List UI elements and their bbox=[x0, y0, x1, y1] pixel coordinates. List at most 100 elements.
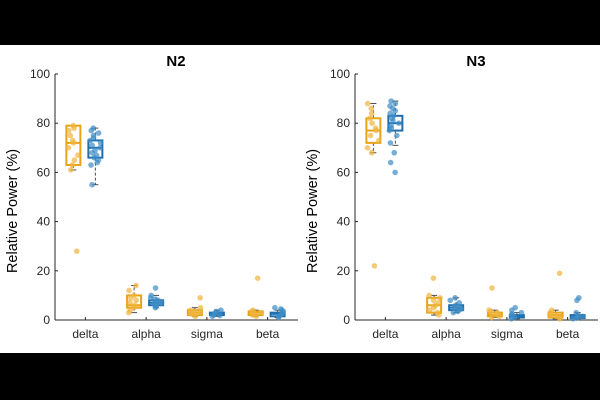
data-point bbox=[489, 285, 495, 291]
data-point bbox=[392, 100, 399, 107]
panel-n3: N3 Relative Power (%) 0 20 40 60 80 100 delta a… bbox=[305, 53, 598, 341]
data-point bbox=[364, 100, 371, 107]
data-point bbox=[450, 309, 457, 316]
data-point bbox=[556, 270, 563, 277]
data-point bbox=[570, 315, 576, 322]
data-point bbox=[574, 297, 580, 304]
data-point bbox=[488, 314, 495, 321]
box-group bbox=[547, 270, 564, 322]
data-point bbox=[508, 315, 515, 322]
box-group bbox=[508, 304, 525, 322]
data-point bbox=[71, 157, 78, 163]
box-group bbox=[426, 275, 443, 318]
panel-n2: N2 Relative Power (%) 0 20 40 60 80 100 delta a… bbox=[5, 53, 298, 341]
data-point bbox=[392, 169, 398, 176]
data-point bbox=[128, 295, 134, 301]
data-point bbox=[127, 299, 133, 306]
data-point bbox=[218, 307, 224, 313]
data-point bbox=[65, 127, 72, 134]
box-group bbox=[486, 285, 503, 321]
data-point bbox=[368, 105, 375, 112]
chart-title: N2 bbox=[166, 53, 185, 70]
data-point bbox=[133, 282, 139, 289]
data-point bbox=[152, 304, 159, 311]
y-tick-label: 100 bbox=[30, 67, 50, 81]
data-point bbox=[197, 309, 204, 316]
data-point bbox=[437, 295, 443, 301]
data-point bbox=[253, 313, 259, 320]
data-point bbox=[88, 162, 94, 168]
box-group bbox=[269, 304, 287, 321]
figure-svg: N2 Relative Power (%) 0 20 40 60 80 100 delta a… bbox=[5, 53, 598, 341]
data-point bbox=[97, 145, 103, 151]
data-point bbox=[547, 312, 553, 318]
y-tick-label: 0 bbox=[43, 313, 50, 327]
data-point bbox=[436, 312, 442, 318]
data-point bbox=[97, 140, 104, 146]
data-point bbox=[125, 309, 132, 316]
box-group bbox=[65, 122, 82, 254]
data-point bbox=[65, 145, 72, 151]
y-tick-label: 60 bbox=[37, 165, 51, 179]
data-point bbox=[371, 263, 378, 269]
box-group bbox=[125, 282, 143, 316]
y-tick-label: 20 bbox=[337, 264, 351, 278]
box-group bbox=[247, 275, 265, 320]
data-point bbox=[368, 149, 375, 156]
box-group bbox=[386, 98, 404, 176]
data-point bbox=[75, 152, 81, 158]
data-point bbox=[430, 275, 437, 281]
data-point bbox=[518, 309, 525, 316]
x-tick-label: sigma bbox=[191, 327, 223, 341]
data-point bbox=[426, 292, 432, 299]
x-tick-label: sigma bbox=[491, 327, 523, 341]
data-point bbox=[133, 297, 139, 304]
data-point bbox=[426, 307, 433, 313]
data-point bbox=[364, 145, 371, 151]
data-point bbox=[452, 295, 458, 301]
data-point bbox=[216, 312, 223, 319]
data-point bbox=[147, 295, 154, 301]
data-point bbox=[367, 132, 374, 139]
data-point bbox=[88, 127, 95, 134]
data-point bbox=[94, 159, 101, 166]
data-point bbox=[91, 154, 97, 161]
data-point bbox=[95, 130, 102, 136]
data-point bbox=[373, 127, 380, 134]
y-tick-label: 60 bbox=[337, 165, 351, 179]
y-tick-label: 0 bbox=[343, 313, 350, 327]
data-point bbox=[254, 275, 261, 281]
data-point bbox=[387, 140, 394, 146]
x-tick-label: delta bbox=[72, 327, 98, 341]
data-point bbox=[579, 313, 586, 320]
data-point bbox=[394, 132, 400, 139]
data-point bbox=[67, 167, 74, 173]
data-point bbox=[386, 127, 393, 134]
data-point bbox=[391, 149, 398, 156]
data-point bbox=[89, 181, 95, 188]
x-tick-label: alpha bbox=[131, 327, 161, 341]
x-tick-label: beta bbox=[556, 327, 580, 341]
data-point bbox=[258, 309, 265, 316]
x-tick-label: alpha bbox=[431, 327, 461, 341]
box-group bbox=[87, 125, 104, 188]
box-group bbox=[569, 295, 586, 322]
data-point bbox=[392, 108, 399, 114]
data-point bbox=[69, 162, 76, 168]
data-point bbox=[73, 248, 80, 254]
y-tick-label: 80 bbox=[37, 116, 51, 130]
y-tick-label: 100 bbox=[330, 67, 350, 81]
data-point bbox=[496, 313, 503, 320]
data-point bbox=[369, 120, 375, 126]
data-point bbox=[367, 115, 373, 122]
data-point bbox=[209, 313, 216, 320]
data-point bbox=[192, 313, 199, 320]
data-point bbox=[396, 120, 402, 126]
y-axis-label: Relative Power (%) bbox=[305, 149, 321, 273]
data-point bbox=[87, 137, 94, 144]
data-point bbox=[71, 125, 77, 131]
y-tick-label: 40 bbox=[37, 215, 51, 229]
y-tick-label: 80 bbox=[337, 116, 351, 130]
data-point bbox=[368, 110, 375, 117]
data-point bbox=[556, 315, 563, 322]
